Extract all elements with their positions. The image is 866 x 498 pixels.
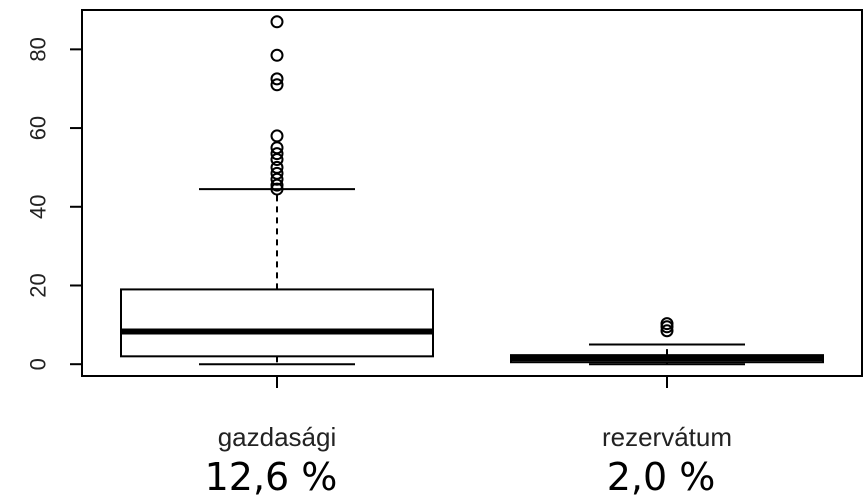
box-rect	[120, 288, 434, 358]
x-category-label: gazdasági	[218, 422, 337, 452]
outlier-point	[270, 166, 284, 180]
outlier-point	[660, 317, 674, 331]
box-1	[510, 317, 824, 366]
box-0	[120, 15, 434, 366]
outlier-point	[270, 129, 284, 143]
x-category-label: rezervátum	[602, 422, 732, 452]
y-tick-label: 40	[26, 195, 51, 219]
percent-label: 2,0 %	[607, 455, 716, 498]
outlier-point	[270, 147, 284, 161]
boxes	[120, 15, 824, 366]
outlier-point	[660, 324, 674, 338]
y-tick-label: 80	[26, 37, 51, 61]
outlier-point	[270, 48, 284, 62]
y-tick-label: 60	[26, 116, 51, 140]
y-tick-label: 0	[26, 358, 51, 370]
outlier-point	[270, 182, 284, 196]
outlier-point	[270, 72, 284, 86]
outlier-point	[270, 78, 284, 92]
outlier-point	[270, 160, 284, 174]
outlier-point	[270, 15, 284, 29]
y-tick-label: 20	[26, 273, 51, 297]
percent-label: 12,6 %	[205, 455, 338, 498]
y-axis: 0 20 40 60 80	[26, 37, 83, 370]
